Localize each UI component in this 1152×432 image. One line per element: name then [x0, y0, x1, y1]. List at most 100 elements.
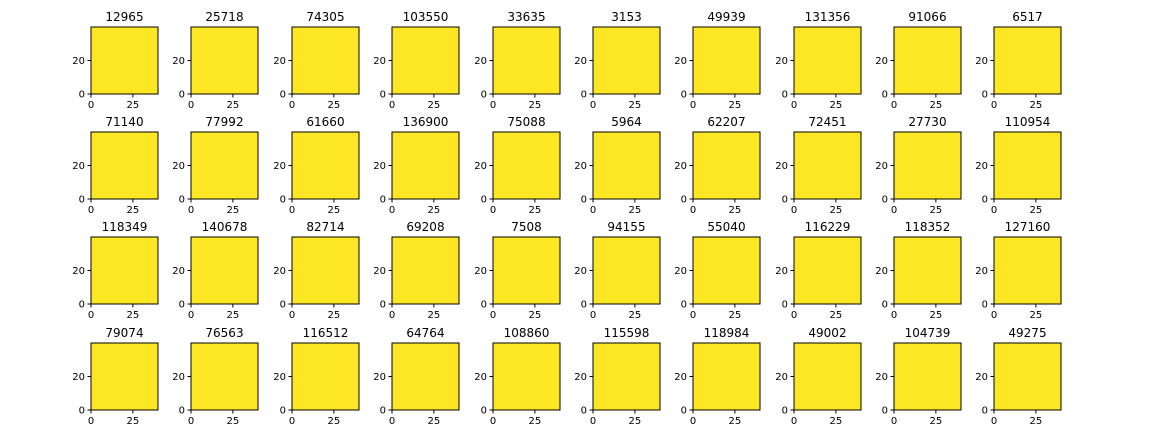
y-tick-label: 20 [975, 266, 988, 277]
x-tick-label: 25 [1030, 205, 1043, 216]
x-tick-label: 0 [490, 416, 496, 427]
panel: 71140 0 25 0 20 [72, 115, 159, 216]
panel-title: 72451 [808, 115, 846, 129]
image-background [91, 343, 158, 410]
y-tick-label: 20 [574, 266, 587, 277]
image-background [693, 237, 760, 304]
x-tick-label: 0 [891, 416, 897, 427]
x-tick-label: 25 [629, 416, 642, 427]
image-background [91, 27, 158, 94]
x-tick-label: 0 [188, 100, 194, 111]
x-tick-label: 25 [428, 205, 441, 216]
x-tick-label: 25 [227, 416, 240, 427]
y-tick-label: 20 [775, 56, 788, 67]
x-tick-label: 25 [830, 310, 843, 321]
y-tick-label: 0 [179, 406, 185, 417]
x-tick-label: 0 [490, 205, 496, 216]
x-tick-label: 0 [188, 205, 194, 216]
image-background [593, 132, 660, 199]
x-tick-label: 25 [328, 310, 341, 321]
panel: 91066 0 25 0 20 [875, 10, 962, 111]
y-tick-label: 0 [882, 406, 888, 417]
y-tick-label: 0 [882, 90, 888, 101]
x-tick-label: 25 [328, 100, 341, 111]
x-tick-label: 25 [428, 310, 441, 321]
image-background [693, 27, 760, 94]
y-tick-label: 0 [782, 406, 788, 417]
y-tick-label: 20 [273, 56, 286, 67]
y-tick-label: 0 [882, 195, 888, 206]
panel-title: 118352 [905, 220, 951, 234]
x-tick-label: 0 [289, 205, 295, 216]
panel: 25718 0 25 0 20 [172, 10, 259, 111]
y-tick-label: 20 [975, 56, 988, 67]
panel: 108860 0 25 0 20 [474, 326, 561, 427]
x-tick-label: 25 [529, 310, 542, 321]
y-tick-label: 0 [481, 195, 487, 206]
panel: 127160 0 25 0 20 [975, 220, 1062, 321]
panel-title: 110954 [1005, 115, 1051, 129]
y-tick-label: 20 [474, 56, 487, 67]
panel-title: 127160 [1005, 220, 1051, 234]
y-tick-label: 0 [982, 90, 988, 101]
y-tick-label: 0 [681, 406, 687, 417]
image-background [392, 132, 459, 199]
y-tick-label: 0 [782, 90, 788, 101]
y-tick-label: 20 [72, 372, 85, 383]
x-tick-label: 25 [1030, 310, 1043, 321]
panel-title: 140678 [202, 220, 248, 234]
panel: 104739 0 25 0 20 [875, 326, 962, 427]
y-tick-label: 0 [79, 195, 85, 206]
y-tick-label: 0 [280, 406, 286, 417]
y-tick-label: 0 [179, 195, 185, 206]
panel-title: 74305 [306, 10, 344, 24]
x-tick-label: 0 [590, 310, 596, 321]
panel-title: 91066 [908, 10, 946, 24]
y-tick-label: 20 [574, 161, 587, 172]
x-tick-label: 25 [127, 205, 140, 216]
y-tick-label: 20 [474, 266, 487, 277]
image-background [191, 132, 258, 199]
panel-title: 103550 [403, 10, 449, 24]
y-tick-label: 20 [474, 161, 487, 172]
x-tick-label: 0 [690, 100, 696, 111]
image-background [894, 27, 961, 94]
x-tick-label: 25 [930, 310, 943, 321]
x-tick-label: 25 [529, 100, 542, 111]
y-tick-label: 0 [681, 300, 687, 311]
y-tick-label: 0 [179, 90, 185, 101]
panel-title: 69208 [406, 220, 444, 234]
y-tick-label: 20 [172, 161, 185, 172]
x-tick-label: 0 [389, 100, 395, 111]
panel-title: 108860 [504, 326, 550, 340]
x-tick-label: 0 [289, 310, 295, 321]
panel-title: 136900 [403, 115, 449, 129]
panel: 103550 0 25 0 20 [373, 10, 460, 111]
panel: 74305 0 25 0 20 [273, 10, 360, 111]
x-tick-label: 25 [328, 205, 341, 216]
y-tick-label: 0 [380, 406, 386, 417]
panel-title: 131356 [805, 10, 851, 24]
panel: 69208 0 25 0 20 [373, 220, 460, 321]
x-tick-label: 0 [690, 416, 696, 427]
image-background [593, 237, 660, 304]
panel-title: 49939 [707, 10, 745, 24]
y-tick-label: 20 [172, 266, 185, 277]
y-tick-label: 20 [273, 266, 286, 277]
x-tick-label: 25 [1030, 416, 1043, 427]
y-tick-label: 20 [373, 161, 386, 172]
panel: 27730 0 25 0 20 [875, 115, 962, 216]
x-tick-label: 25 [428, 100, 441, 111]
panel: 62207 0 25 0 20 [674, 115, 761, 216]
y-tick-label: 20 [172, 372, 185, 383]
x-tick-label: 25 [629, 310, 642, 321]
panel-title: 5964 [611, 115, 642, 129]
panel-title: 25718 [205, 10, 243, 24]
y-tick-label: 0 [481, 90, 487, 101]
x-tick-label: 25 [729, 100, 742, 111]
y-tick-label: 0 [982, 195, 988, 206]
image-background [392, 343, 459, 410]
panel: 7508 0 25 0 20 [474, 220, 561, 321]
panel-title: 118349 [102, 220, 148, 234]
image-background [794, 132, 861, 199]
